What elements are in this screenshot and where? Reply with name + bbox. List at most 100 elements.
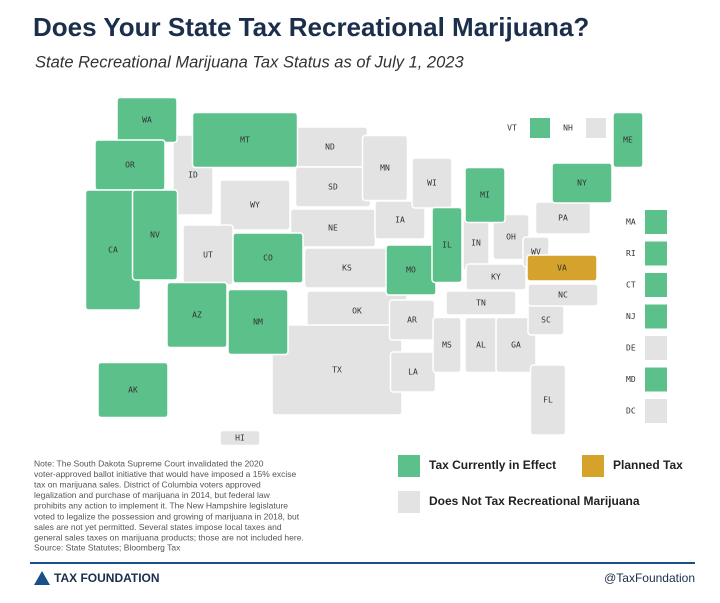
state: [465, 263, 527, 291]
state-label: IA: [395, 216, 405, 225]
state: [191, 111, 299, 169]
logo-icon: [34, 571, 50, 585]
state-label: LA: [408, 368, 418, 377]
legend-label: Tax Currently in Effect: [429, 458, 556, 472]
state-label: DC: [626, 407, 636, 416]
state-label: VA: [557, 264, 567, 273]
state-label: TN: [476, 299, 486, 308]
state: [551, 162, 613, 204]
state-label: SC: [541, 316, 551, 325]
note: Note: The South Dakota Supreme Court inv…: [34, 458, 304, 542]
state-label: OR: [125, 161, 135, 170]
state-swatch: [530, 118, 550, 138]
state-label: NE: [328, 224, 338, 233]
state-label: MS: [442, 341, 452, 350]
legend-swatch: [398, 455, 420, 477]
note-line: voted to legalize the possession and gro…: [34, 511, 300, 521]
state-label: SD: [328, 183, 338, 192]
state-label: ID: [188, 171, 198, 180]
map: WA OR CA NV ID MT WY UT CO AZ NM ND SD NE KS OK TX MN IA MO…: [84, 96, 667, 447]
state: [495, 316, 537, 374]
state-label: AL: [476, 341, 486, 350]
state-label: IN: [471, 239, 481, 248]
state-label: NC: [558, 291, 568, 300]
state: [219, 179, 291, 231]
state-label: GA: [511, 341, 521, 350]
state: [527, 283, 599, 307]
state-label: NY: [577, 179, 587, 188]
state-swatch: [645, 336, 667, 360]
source: Source: State Statutes; Bloomberg Tax: [34, 542, 181, 552]
state-swatch: [645, 399, 667, 423]
state-swatch: [645, 367, 667, 392]
state-label: MI: [480, 191, 490, 200]
state: [612, 111, 644, 169]
state: [432, 316, 462, 374]
state-label: HI: [235, 434, 245, 443]
state-swatch: [645, 210, 667, 234]
state-label: UT: [203, 251, 213, 260]
state: [219, 429, 261, 447]
state-label: AZ: [192, 311, 202, 320]
state-label: MO: [406, 266, 416, 275]
state: [445, 290, 517, 316]
state-label: NH: [563, 124, 573, 133]
state: [529, 364, 567, 436]
note-line: voter-approved ballot initiative that wo…: [34, 469, 297, 479]
note-line: general sales taxes on marijuana product…: [34, 532, 304, 542]
state-label: CA: [108, 246, 118, 255]
state-label: MA: [626, 218, 636, 227]
state-label: MT: [240, 136, 250, 145]
state-label: RI: [626, 249, 636, 258]
state: [232, 232, 304, 284]
state-label: VT: [507, 124, 517, 133]
state-label: MD: [626, 375, 636, 384]
state: [166, 281, 228, 349]
state-label: OH: [506, 233, 516, 242]
state-label: CT: [626, 281, 636, 290]
state-label: ND: [325, 143, 335, 152]
state-label: WA: [142, 116, 152, 125]
state: [131, 189, 179, 281]
state-label: WY: [250, 201, 260, 210]
state-label: WI: [427, 179, 437, 188]
state-label: CO: [263, 254, 273, 263]
state-label: NJ: [626, 312, 636, 321]
state-label: DE: [626, 344, 636, 353]
handle: @TaxFoundation: [604, 571, 695, 585]
state-label: WV: [531, 248, 541, 257]
subtitle: State Recreational Marijuana Tax Status …: [35, 53, 464, 71]
state: [526, 254, 598, 282]
state: [374, 200, 426, 240]
note-line: legalization and purchase of marijuana i…: [34, 490, 271, 500]
state-label: NV: [150, 231, 160, 240]
state-swatch: [645, 273, 667, 297]
state-swatch: [645, 241, 667, 266]
note-line: sales are not yet permitted. Several sta…: [34, 522, 282, 532]
legend: Tax Currently in Effect Planned Tax Does N…: [398, 455, 683, 513]
state-label: AK: [128, 386, 138, 395]
legend-label: Does Not Tax Recreational Marijuana: [429, 494, 640, 508]
note-line: prohibits any action to implement it. Th…: [34, 501, 288, 511]
state: [464, 166, 506, 224]
state-label: KY: [491, 273, 501, 282]
state-label: NM: [253, 318, 263, 327]
state-swatch: [645, 304, 667, 329]
state-label: OK: [352, 307, 362, 316]
note-line: Note: The South Dakota Supreme Court inv…: [34, 458, 264, 468]
state-label: ME: [623, 136, 633, 145]
state-label: AR: [407, 316, 417, 325]
state-label: TX: [332, 366, 342, 375]
title: Does Your State Tax Recreational Marijua…: [33, 12, 589, 42]
state-label: IL: [442, 241, 452, 250]
legend-label: Planned Tax: [613, 458, 683, 472]
state-label: PA: [558, 214, 568, 223]
state-label: FL: [543, 396, 553, 405]
legend-swatch: [582, 455, 604, 477]
note-line: tax on marijuana sales. District of Colu…: [34, 479, 261, 489]
state: [431, 206, 463, 284]
state: [97, 361, 169, 419]
brand: TAX FOUNDATION: [54, 571, 160, 585]
state-label: KS: [342, 264, 352, 273]
